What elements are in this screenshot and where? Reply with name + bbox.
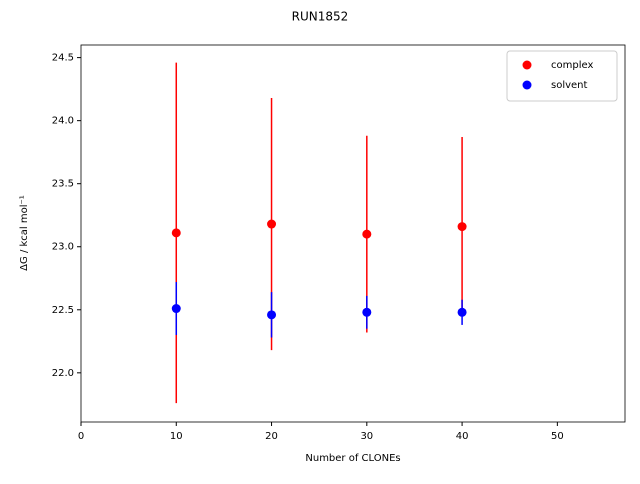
x-tick-label: 20 <box>265 431 278 442</box>
data-point <box>267 310 277 320</box>
data-point <box>171 304 181 314</box>
x-axis-label: Number of CLONEs <box>305 453 400 464</box>
y-tick-label: 22.0 <box>52 368 74 379</box>
x-tick-label: 30 <box>360 431 373 442</box>
x-tick-label: 0 <box>78 431 84 442</box>
data-point <box>457 222 467 232</box>
legend-marker <box>522 80 532 90</box>
legend-marker <box>522 60 532 70</box>
x-tick-label: 50 <box>551 431 564 442</box>
plot-frame <box>80 44 626 423</box>
data-point <box>171 228 181 238</box>
y-axis-label: ΔG / kcal mol⁻¹ <box>19 195 30 271</box>
y-tick-label: 22.5 <box>52 305 74 316</box>
legend-label: complex <box>551 60 593 71</box>
data-point <box>267 219 277 229</box>
y-tick-label: 24.0 <box>52 116 74 127</box>
y-tick-label: 23.5 <box>52 179 74 190</box>
y-tick-label: 23.0 <box>52 242 74 253</box>
data-point <box>362 229 372 239</box>
y-tick-label: 24.5 <box>52 53 74 64</box>
legend-box <box>506 50 618 102</box>
data-point <box>362 307 372 317</box>
legend-label: solvent <box>551 80 588 91</box>
x-tick-label: 40 <box>456 431 469 442</box>
data-point <box>457 307 467 317</box>
x-tick-label: 10 <box>170 431 183 442</box>
chart-title: RUN1852 <box>292 10 349 24</box>
